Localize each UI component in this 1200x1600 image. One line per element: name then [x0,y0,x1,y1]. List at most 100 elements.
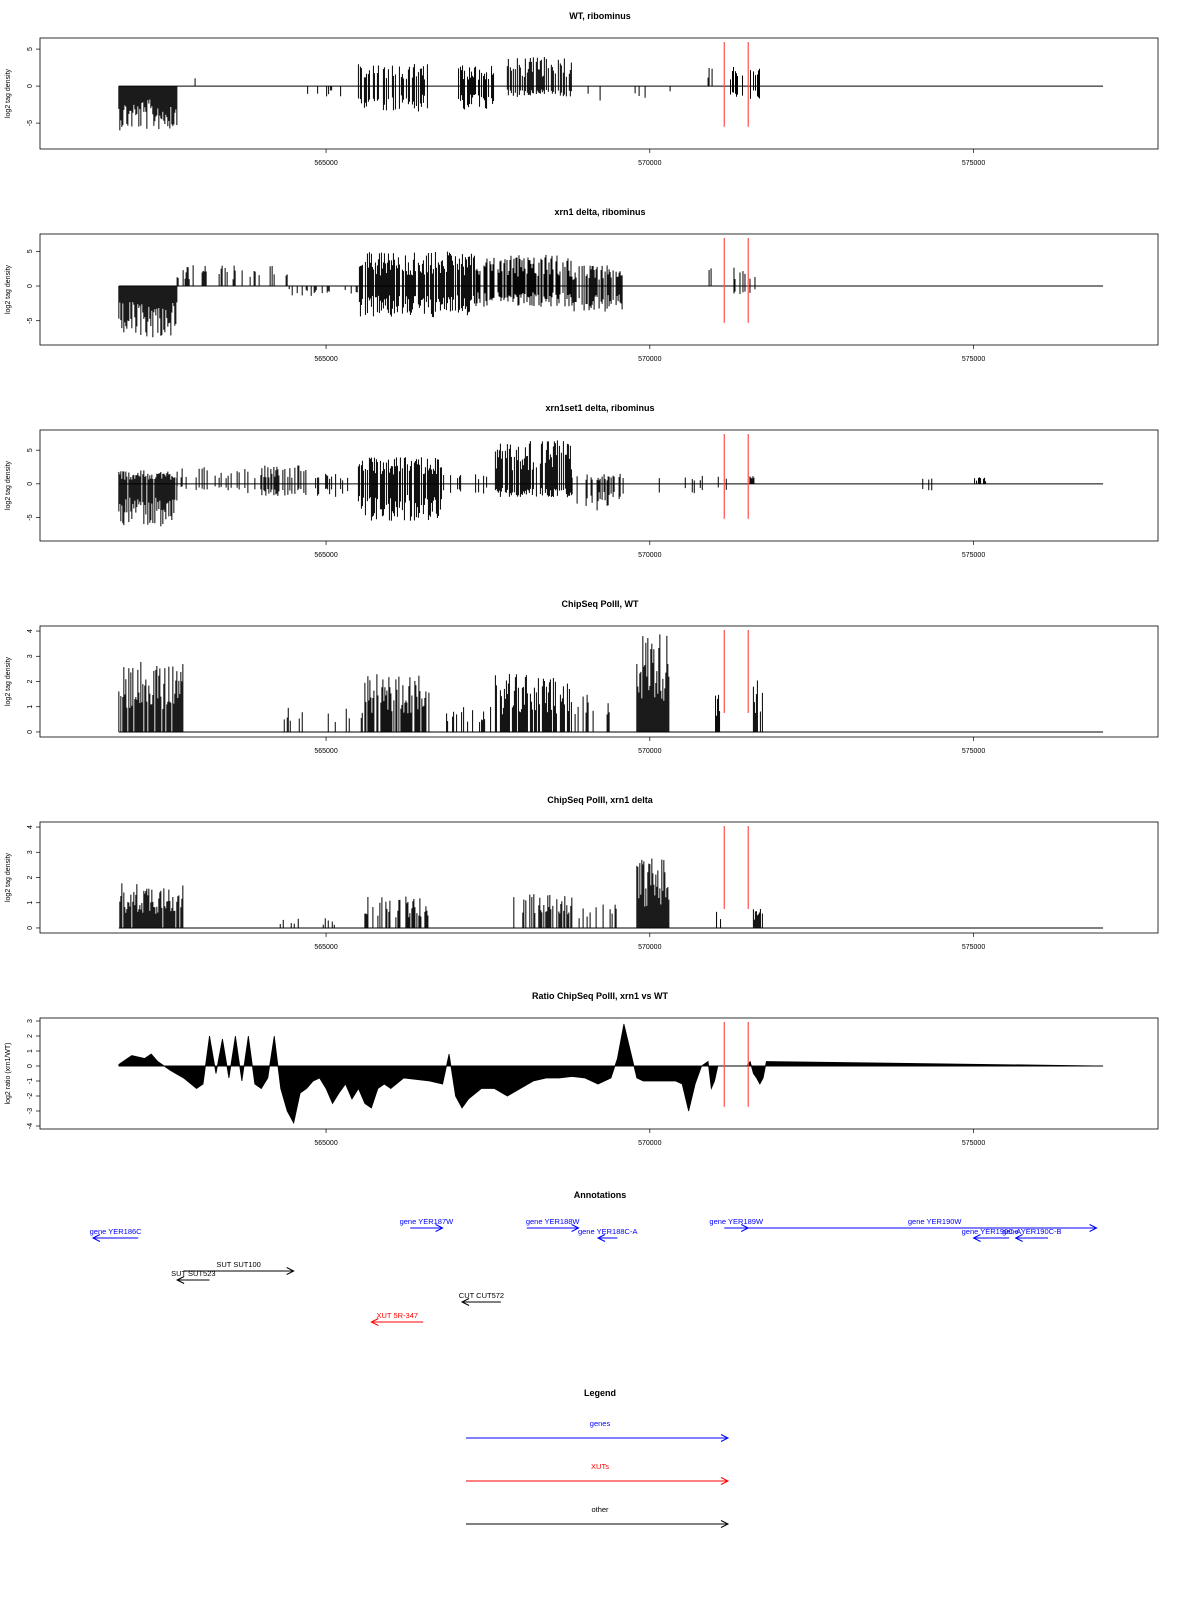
feature-arrow-head [460,1298,470,1306]
annotation-feature: XUT 5R-347 [370,1311,424,1326]
x-tick-label: 575000 [962,552,985,559]
feature-label: gene YER187W [400,1217,455,1226]
feature-label: gene YER189W [709,1217,764,1226]
chart-title: Ratio ChipSeq PolII, xrn1 vs WT [532,991,669,1001]
feature-label: gene YER190W [908,1217,963,1226]
feature-arrow-head [1014,1234,1023,1242]
y-tick-label: 0 [27,730,34,734]
feature-label: gene YER186C [90,1227,143,1236]
y-tick-label: -5 [27,120,34,126]
x-tick-label: 570000 [638,552,661,559]
feature-arrow-head [286,1267,295,1275]
y-tick-label: 0 [27,1064,34,1068]
plot-frame [39,1017,1159,1130]
x-tick-label: 565000 [314,1140,337,1147]
y-tick-label: 2 [27,1034,34,1038]
legend-arrow-head [720,1434,730,1442]
x-tick-label: 575000 [962,748,985,755]
y-tick-label: 4 [27,629,34,633]
feature-label: gene YER190C-B [1002,1227,1061,1236]
annotations-title: Annotations [574,1190,627,1200]
y-tick-label: 4 [27,825,34,829]
legend-item-label: XUTs [591,1462,609,1471]
annotation-feature: CUT CUT572 [459,1291,504,1306]
annotation-feature: gene YER190C-B [1002,1227,1062,1242]
legend-title: Legend [584,1388,616,1398]
x-tick-label: 575000 [962,1140,985,1147]
chart-panel-4: ChipSeq PolII, WT 0 1 2 3 4 log2 tag density 56… [5,599,1159,755]
y-tick-label: 1 [27,705,34,709]
x-tick-label: 570000 [638,944,661,951]
feature-arrow-head [91,1234,101,1242]
y-tick-label: -3 [27,1108,34,1114]
chart-title: xrn1 delta, ribominus [554,207,645,217]
feature-label: gene YER188C-A [578,1227,637,1236]
feature-arrow-head [596,1234,606,1242]
plot-frame [39,233,1159,346]
y-tick-label: 5 [27,249,34,253]
legend-panel: Legend genes XUTs other [466,1388,730,1528]
bar-series [118,56,760,131]
x-tick-label: 575000 [962,160,985,167]
chart-title: xrn1set1 delta, ribominus [545,403,654,413]
chart-title: WT, ribominus [569,11,631,21]
y-tick-label: 0 [27,926,34,930]
x-tick-label: 570000 [638,1140,661,1147]
annotation-feature: gene YER186C [90,1227,143,1242]
y-tick-label: 5 [27,448,34,452]
y-axis-label: log2 tag density [5,852,12,902]
y-tick-label: 0 [27,482,34,486]
x-tick-label: 570000 [638,356,661,363]
plot-frame [39,37,1159,150]
bar-series [119,858,763,928]
y-tick-label: 2 [27,875,34,879]
y-tick-label: 0 [27,84,34,88]
y-axis-label: log2 tag density [5,264,12,314]
feature-arrow-head [571,1224,580,1232]
y-tick-label: -5 [27,318,34,324]
legend-item-xuts: XUTs [466,1462,730,1485]
chart-panel-1: WT, ribominus -5 0 5 log2 tag density 565000 5… [5,11,1159,167]
legend-item-genes: genes [466,1419,730,1442]
chart-panel-2: xrn1 delta, ribominus -5 0 5 log2 tag densit… [5,207,1159,363]
ratio-area-series [118,1023,1104,1125]
legend-item-other: other [466,1505,730,1528]
x-tick-label: 570000 [638,160,661,167]
annotation-feature: SUT SUT523 [171,1269,216,1284]
legend-item-label: other [591,1505,609,1514]
annotation-feature: SUT SUT100 [183,1260,295,1275]
y-tick-label: 2 [27,679,34,683]
annotation-feature: gene YER188W [526,1217,580,1232]
y-tick-label: 3 [27,1019,34,1023]
feature-arrow-head [370,1318,379,1326]
x-tick-label: 565000 [314,356,337,363]
annotations-panel: Annotations gene YER186C gene YER187W gene … [90,1190,1098,1326]
legend-arrow-head [720,1477,730,1485]
annotation-feature: gene YER190C-A [962,1227,1021,1242]
annotation-feature: gene YER188C-A [578,1227,637,1242]
y-tick-label: 0 [27,284,34,288]
x-tick-label: 565000 [314,944,337,951]
x-tick-label: 565000 [314,160,337,167]
feature-arrow-head [972,1234,981,1242]
chart-title: ChipSeq PolII, WT [562,599,639,609]
annotation-feature: gene YER189W [709,1217,764,1232]
y-tick-label: -2 [27,1093,34,1099]
chart-panel-3: xrn1set1 delta, ribominus -5 0 5 log2 tag de… [5,403,1159,559]
chart-panel-5: ChipSeq PolII, xrn1 delta 0 1 2 3 4 log2 tag d… [5,795,1159,951]
feature-label: SUT SUT523 [171,1269,215,1278]
annotation-feature: gene YER187W [400,1217,455,1232]
y-tick-label: 1 [27,901,34,905]
feature-arrow-head [435,1224,444,1232]
feature-label: gene YER190C-A [962,1227,1021,1236]
y-tick-label: -4 [27,1123,34,1129]
y-axis-label: log2 tag density [5,68,12,118]
y-tick-label: 3 [27,850,34,854]
legend-item-label: genes [590,1419,611,1428]
plot-frame [39,821,1159,934]
y-tick-label: -5 [27,514,34,520]
x-tick-label: 575000 [962,944,985,951]
y-axis-label: log2 tag density [5,656,12,706]
y-axis-label: log2 tag density [5,460,12,510]
